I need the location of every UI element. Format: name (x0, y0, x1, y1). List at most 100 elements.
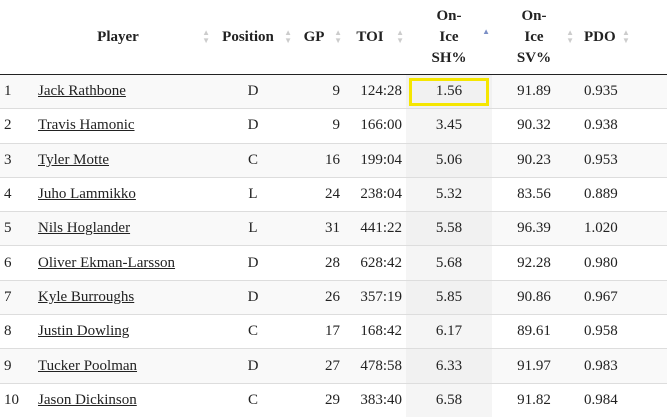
pdo-cell: 0.938 (576, 108, 667, 144)
header-label: TOI (356, 28, 384, 45)
header-sh[interactable]: On-Ice SH% ▲ (406, 0, 492, 75)
gp-cell: 29 (294, 382, 344, 417)
sort-icon: ▲ ▼ (284, 28, 292, 45)
gp-cell: 26 (294, 279, 344, 315)
gp-cell: 28 (294, 245, 344, 281)
player-link[interactable]: Kyle Burroughs (38, 288, 135, 305)
sh-cell: 5.58 (406, 211, 492, 246)
header-label: GP (303, 28, 325, 45)
toi-cell: 357:19 (344, 279, 406, 315)
player-cell: Travis Hamonic (34, 108, 212, 144)
pdo-cell: 0.984 (576, 382, 667, 417)
gp-cell: 31 (294, 211, 344, 246)
position-cell: L (212, 176, 294, 212)
toi-cell: 383:40 (344, 382, 406, 417)
pdo-cell: 0.967 (576, 279, 667, 315)
player-link[interactable]: Oliver Ekman-Larsson (38, 254, 176, 271)
sv-cell: 90.86 (492, 279, 576, 315)
sort-asc-icon: ▲ (482, 27, 490, 36)
header-index (0, 0, 34, 75)
pdo-cell: 0.935 (576, 73, 667, 109)
player-cell: Tucker Poolman (34, 348, 212, 384)
table-row: 5 Nils Hoglander L 31 441:22 5.58 96.39 1.020 (0, 211, 667, 246)
player-cell: Juho Lammikko (34, 176, 212, 212)
sh-cell: 5.85 (406, 279, 492, 315)
gp-cell: 24 (294, 176, 344, 212)
table-row: 9 Tucker Poolman D 27 478:58 6.33 91.97 0.983 (0, 348, 667, 384)
header-player[interactable]: Player ▲ ▼ (34, 0, 212, 75)
header-gp[interactable]: GP ▲ ▼ (294, 0, 344, 75)
table-row: 7 Kyle Burroughs D 26 357:19 5.85 90.86 0.967 (0, 279, 667, 315)
position-cell: D (212, 245, 294, 281)
player-link[interactable]: Juho Lammikko (38, 186, 136, 203)
toi-cell: 628:42 (344, 245, 406, 281)
row-index: 6 (0, 245, 34, 281)
header-position[interactable]: Position ▲ ▼ (212, 0, 294, 75)
header-toi[interactable]: TOI ▲ ▼ (344, 0, 406, 75)
position-cell: L (212, 211, 294, 246)
position-cell: C (212, 142, 294, 178)
header-pdo[interactable]: PDO ▲ ▼ (576, 0, 667, 75)
sv-cell: 92.28 (492, 245, 576, 281)
toi-cell: 238:04 (344, 176, 406, 212)
row-index: 4 (0, 176, 34, 212)
player-link[interactable]: Travis Hamonic (38, 117, 135, 134)
table-row: 10 Jason Dickinson C 29 383:40 6.58 91.82 0.984 (0, 382, 667, 417)
sort-icon: ▲ ▼ (334, 28, 342, 45)
player-link[interactable]: Jack Rathbone (38, 83, 126, 100)
position-cell: D (212, 348, 294, 384)
table-row: 4 Juho Lammikko L 24 238:04 5.32 83.56 0.889 (0, 176, 667, 212)
header-label: Player (97, 28, 139, 45)
table-row: 6 Oliver Ekman-Larsson D 28 628:42 5.68 92.28 0… (0, 245, 667, 281)
sh-cell: 5.06 (406, 142, 492, 178)
header-label: Position (222, 28, 274, 45)
sv-cell: 96.39 (492, 211, 576, 246)
pdo-cell: 0.953 (576, 142, 667, 178)
position-cell: C (212, 382, 294, 417)
header-sv[interactable]: On-Ice SV% ▲ ▼ (492, 0, 576, 75)
player-cell: Nils Hoglander (34, 211, 212, 246)
sv-cell: 90.23 (492, 142, 576, 178)
position-cell: D (212, 108, 294, 144)
row-index: 1 (0, 73, 34, 109)
position-cell: C (212, 314, 294, 349)
sv-cell: 90.32 (492, 108, 576, 144)
gp-cell: 17 (294, 314, 344, 349)
row-index: 9 (0, 348, 34, 384)
row-index: 3 (0, 142, 34, 178)
sort-icon: ▲ ▼ (566, 28, 574, 45)
toi-cell: 478:58 (344, 348, 406, 384)
toi-cell: 166:00 (344, 108, 406, 144)
player-link[interactable]: Tyler Motte (38, 151, 110, 168)
table-row: 8 Justin Dowling C 17 168:42 6.17 89.61 0.958 (0, 314, 667, 349)
player-link[interactable]: Jason Dickinson (38, 391, 137, 408)
player-link[interactable]: Nils Hoglander (38, 220, 131, 237)
sh-cell: 5.68 (406, 245, 492, 281)
row-index: 7 (0, 279, 34, 315)
player-link[interactable]: Tucker Poolman (38, 357, 138, 374)
gp-cell: 9 (294, 73, 344, 109)
player-link[interactable]: Justin Dowling (38, 323, 130, 340)
row-index: 5 (0, 211, 34, 246)
sv-cell: 91.82 (492, 382, 576, 417)
header-label: On-Ice SH% (431, 7, 467, 66)
player-cell: Justin Dowling (34, 314, 212, 349)
sort-icon: ▲ ▼ (202, 28, 210, 45)
sh-cell: 6.17 (406, 314, 492, 349)
header-row: Player ▲ ▼ Position ▲ ▼ GP ▲ ▼ TOI ▲ ▼ On-Ice SH… (0, 0, 667, 75)
gp-cell: 16 (294, 142, 344, 178)
sh-cell: 3.45 (406, 108, 492, 144)
table-row: 2 Travis Hamonic D 9 166:00 3.45 90.32 0.938 (0, 108, 667, 144)
table-row: 3 Tyler Motte C 16 199:04 5.06 90.23 0.953 (0, 142, 667, 178)
row-index: 2 (0, 108, 34, 144)
sv-cell: 83.56 (492, 176, 576, 212)
player-cell: Oliver Ekman-Larsson (34, 245, 212, 281)
player-cell: Jack Rathbone (34, 73, 212, 109)
pdo-cell: 0.958 (576, 314, 667, 349)
pdo-cell: 0.889 (576, 176, 667, 212)
toi-cell: 199:04 (344, 142, 406, 178)
toi-cell: 168:42 (344, 314, 406, 349)
sh-cell: 6.33 (406, 348, 492, 384)
row-index: 8 (0, 314, 34, 349)
